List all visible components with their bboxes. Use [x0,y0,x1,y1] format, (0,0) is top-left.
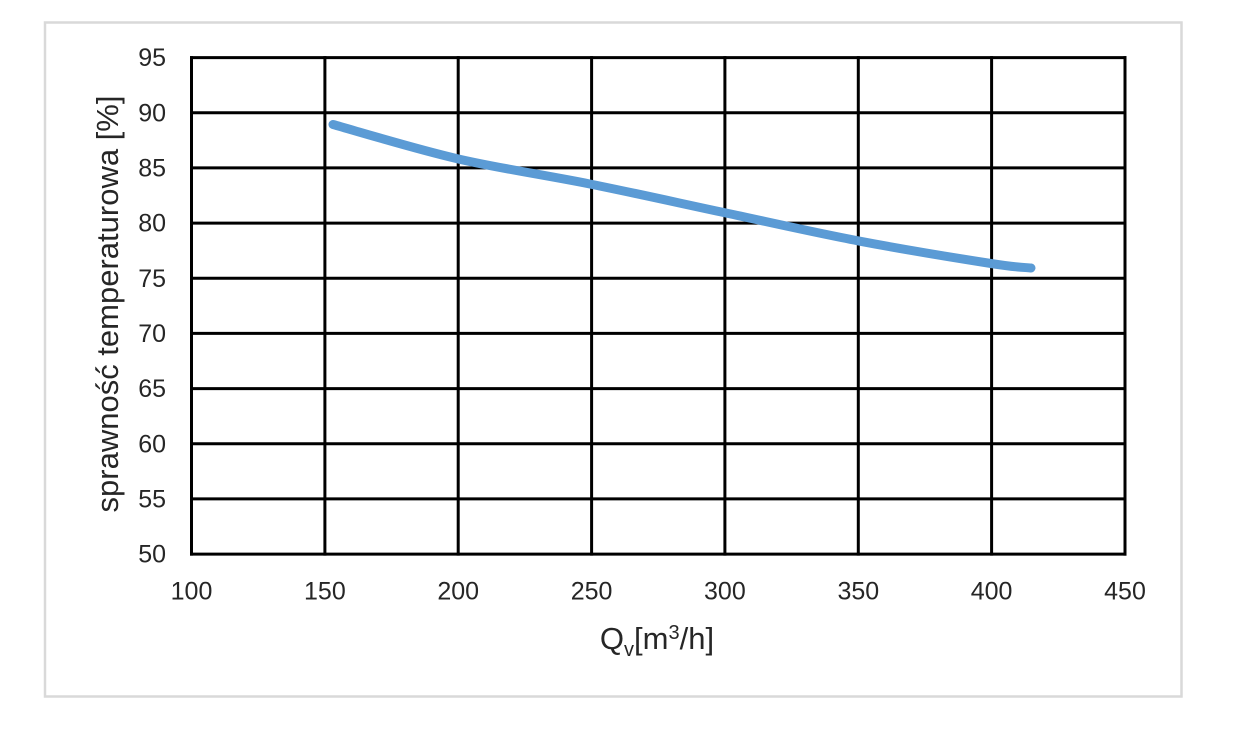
svg-text:75: 75 [138,265,166,293]
svg-text:450: 450 [1104,578,1146,606]
svg-text:50: 50 [138,541,166,569]
svg-text:90: 90 [138,99,166,127]
svg-text:Qv[m3/h]: Qv[m3/h] [600,621,714,661]
svg-text:65: 65 [138,375,166,403]
svg-text:100: 100 [171,578,213,606]
svg-text:250: 250 [571,578,613,606]
svg-text:70: 70 [138,320,166,348]
svg-text:400: 400 [971,578,1013,606]
svg-text:55: 55 [138,486,166,514]
svg-text:150: 150 [304,578,346,606]
svg-text:85: 85 [138,155,166,183]
svg-text:80: 80 [138,210,166,238]
svg-text:60: 60 [138,430,166,458]
svg-text:sprawność temperaturowa [%]: sprawność temperaturowa [%] [90,96,125,513]
svg-text:200: 200 [437,578,479,606]
svg-text:300: 300 [704,578,746,606]
svg-text:350: 350 [837,578,879,606]
svg-text:95: 95 [138,44,166,72]
